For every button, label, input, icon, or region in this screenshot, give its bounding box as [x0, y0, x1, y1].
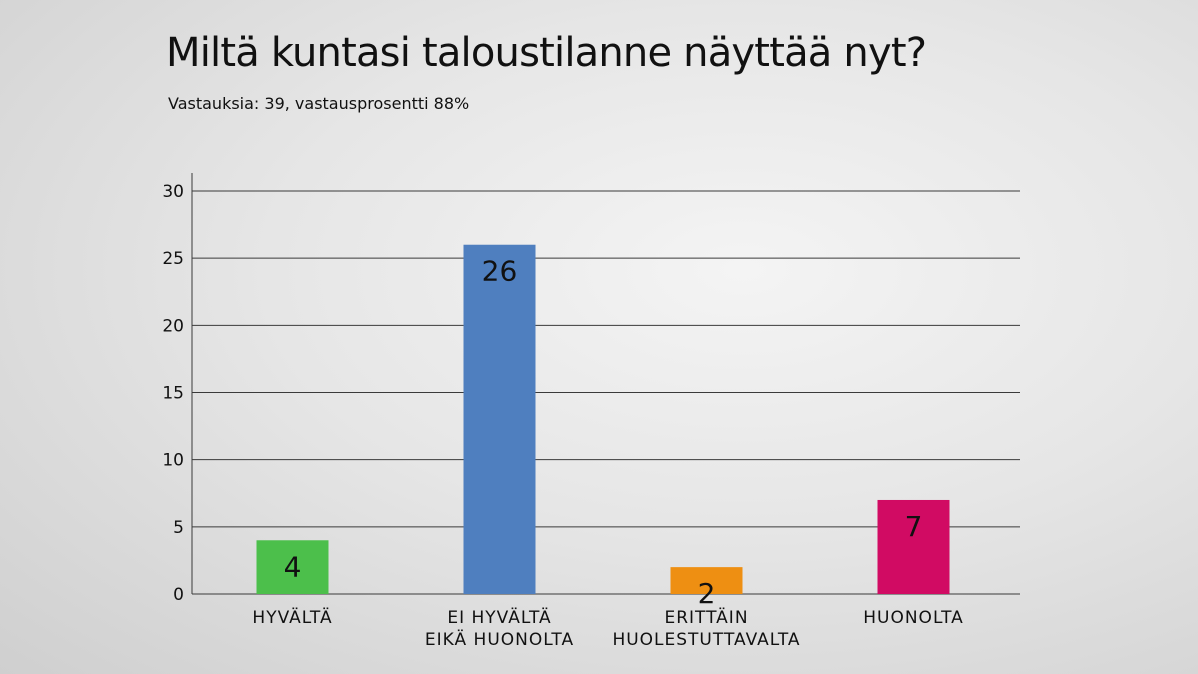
data-label: 2 — [698, 577, 716, 610]
axes: 0 5 10 15 20 25 30 — [162, 173, 193, 605]
y-tick-label: 5 — [173, 518, 184, 538]
bar — [670, 567, 743, 594]
y-tick-label: 30 — [162, 182, 184, 202]
category-label: HUONOLTA — [863, 608, 964, 628]
data-label: 26 — [482, 255, 518, 288]
chart-subtitle: Vastauksia: 39, vastausprosentti 88% — [168, 94, 470, 113]
data-label: 4 — [284, 550, 302, 583]
chart-title: Miltä kuntasi taloustilanne näyttää nyt? — [166, 30, 927, 76]
category-label: EI HYVÄLTÄ — [447, 607, 551, 628]
y-tick-label: 15 — [162, 384, 184, 404]
y-tick-label: 10 — [162, 451, 184, 471]
category-label: EIKÄ HUONOLTA — [425, 629, 574, 650]
category-label: HYVÄLTÄ — [252, 607, 332, 628]
y-tick-label: 0 — [173, 585, 184, 605]
category-label: ERITTÄIN — [664, 607, 748, 628]
bar — [463, 244, 536, 594]
y-tick-label: 20 — [162, 316, 184, 336]
bar — [256, 540, 329, 594]
category-label: HUOLESTUTTAVALTA — [612, 630, 800, 650]
y-tick-label: 25 — [162, 249, 184, 269]
bars — [256, 244, 950, 594]
data-label: 7 — [905, 510, 923, 543]
bar — [877, 499, 950, 594]
